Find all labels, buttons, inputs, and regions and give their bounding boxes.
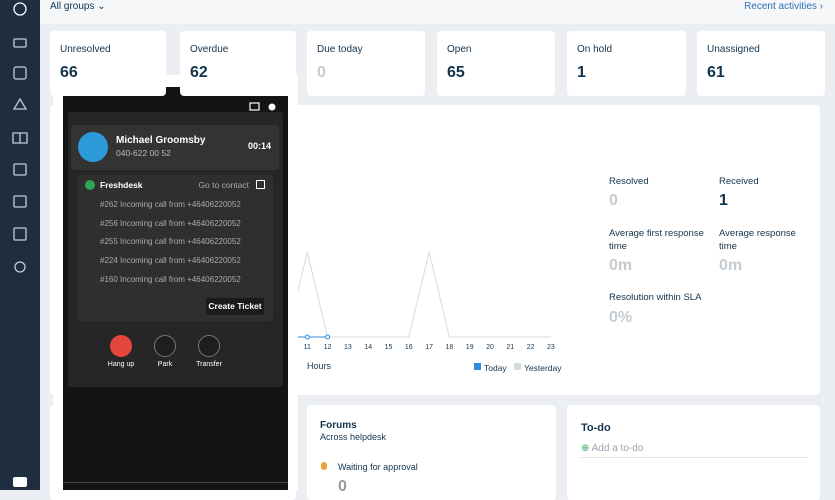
metric-label: Received — [719, 176, 759, 187]
stat-label: On hold — [577, 44, 613, 55]
action-button[interactable] — [110, 335, 132, 357]
metric-label: Resolved — [609, 176, 649, 187]
todo-panel: To-do ⊕ Add a to-do — [567, 405, 820, 500]
call-item[interactable]: #256 Incoming call from +46406220052 — [100, 218, 241, 228]
recent-text: Recent activities — [744, 1, 817, 12]
go-to-contact[interactable]: Go to contact — [198, 180, 249, 190]
metric-value: 1 — [719, 192, 728, 209]
stat-label: Unassigned — [707, 44, 760, 55]
legend-label: Yesterday — [524, 363, 562, 373]
stat-value: 62 — [190, 64, 208, 81]
action-label: Transfer — [196, 361, 222, 368]
caller-card: Michael Groomsby 040-622 00 52 00:14 — [71, 125, 279, 170]
metric-value: 0% — [609, 309, 633, 326]
x-tick-label: 15 — [385, 344, 393, 351]
forums-panel: Forums Across helpdesk Waiting for appro… — [307, 405, 556, 500]
stat-card[interactable]: On hold 1 — [567, 31, 686, 96]
forums-subtitle: Across helpdesk — [320, 432, 387, 442]
metric-label: Average first response time — [609, 228, 704, 252]
forums-count: 0 — [338, 478, 347, 495]
caller-name: Michael Groomsby — [116, 135, 206, 146]
point — [325, 334, 331, 340]
legend-swatch — [514, 363, 521, 370]
freshdesk-box: Freshdesk Go to contact #262 Incoming ca… — [77, 175, 273, 321]
stat-card[interactable]: Due today 0 — [307, 31, 425, 96]
x-tick-label: 18 — [446, 344, 454, 351]
legend-label: Today — [484, 363, 507, 373]
action-button[interactable] — [154, 335, 176, 357]
x-tick-label: 19 — [466, 344, 474, 351]
x-tick-label: 21 — [506, 344, 514, 351]
todo-add-text: Add a to-do — [591, 443, 644, 454]
phone-screen: Michael Groomsby 040-622 00 52 00:14 Fre… — [63, 87, 288, 490]
action-label: Hang up — [107, 361, 135, 368]
call-item[interactable]: #160 Incoming call from +46406220052 — [100, 274, 241, 284]
bottom-icon[interactable] — [13, 477, 27, 487]
forums-item: Waiting for approval — [338, 462, 418, 472]
sidebar — [0, 0, 40, 490]
create-ticket[interactable]: Create Ticket — [206, 298, 264, 315]
legend-swatch — [474, 363, 481, 370]
metric-value: 0 — [609, 192, 618, 209]
stat-label: Overdue — [190, 44, 229, 55]
caller-number: 040-622 00 52 — [116, 148, 171, 158]
stat-value: 1 — [577, 64, 586, 81]
stat-card[interactable]: Unresolved 66 — [50, 31, 166, 96]
x-tick-label: 17 — [425, 344, 433, 351]
stat-value: 61 — [707, 64, 725, 81]
todo-add[interactable]: ⊕ Add a to-do — [581, 443, 807, 458]
stat-card[interactable]: Overdue 62 — [180, 31, 296, 96]
group-filter[interactable]: All groups ⌄ — [50, 1, 106, 12]
stat-value: 0 — [317, 64, 326, 81]
x-tick-label: 14 — [364, 344, 372, 351]
stat-value: 65 — [447, 64, 465, 81]
sidebar-icons — [12, 2, 28, 487]
forums-title: Forums — [320, 420, 357, 431]
phone-frame: Michael Groomsby 040-622 00 52 00:14 Fre… — [53, 75, 298, 490]
group-filter-text: All groups — [50, 1, 95, 12]
call-item[interactable]: #255 Incoming call from +46406220052 — [100, 237, 241, 247]
metric-value: 0m — [609, 257, 633, 274]
app-name: Freshdesk — [100, 180, 143, 190]
avatar — [78, 132, 108, 162]
recent-activities[interactable]: Recent activities › — [744, 1, 823, 12]
top-bar — [40, 0, 835, 24]
x-tick-label: 22 — [527, 344, 535, 351]
action-button[interactable] — [198, 335, 220, 357]
point — [304, 334, 310, 340]
metric-value: 0m — [719, 257, 743, 274]
stat-label: Unresolved — [60, 44, 111, 55]
stat-card[interactable]: Open 65 — [437, 31, 555, 96]
stat-card[interactable]: Unassigned 61 — [697, 31, 825, 96]
x-tick-label: 23 — [547, 344, 555, 351]
x-tick-label: 20 — [486, 344, 494, 351]
call-timer: 00:14 — [247, 141, 271, 151]
x-tick-label: 13 — [344, 344, 352, 351]
stat-label: Due today — [317, 44, 363, 55]
x-axis-label: Hours — [307, 361, 332, 371]
divider — [63, 482, 288, 483]
metric-label: Resolution within SLA — [609, 292, 702, 303]
stat-value: 66 — [60, 64, 78, 81]
external-icon[interactable] — [256, 180, 265, 189]
x-tick-label: 11 — [304, 344, 311, 351]
stat-label: Open — [447, 44, 472, 55]
forums-icon — [321, 462, 327, 470]
action-label: Park — [157, 361, 173, 368]
x-tick-label: 16 — [405, 344, 413, 351]
todo-title: To-do — [581, 422, 611, 434]
metric-label: Average response time — [719, 228, 796, 252]
freshdesk-icon — [85, 180, 95, 190]
call-item[interactable]: #262 Incoming call from +46406220052 — [100, 200, 241, 209]
x-tick-label: 12 — [324, 344, 332, 351]
phone-icons[interactable] — [249, 101, 281, 113]
call-item[interactable]: #224 Incoming call from +46406220052 — [100, 256, 241, 266]
